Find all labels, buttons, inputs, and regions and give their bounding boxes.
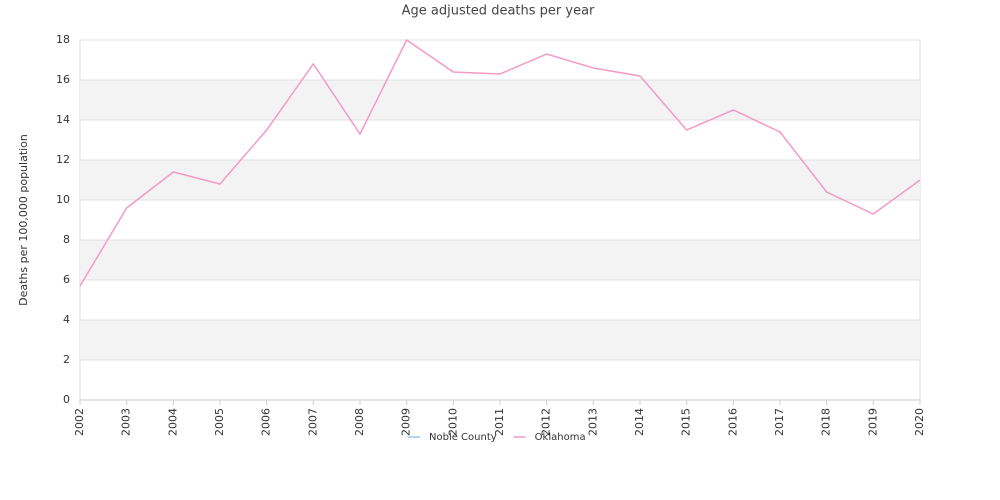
plot-band [80,240,920,280]
series-line [79,38,921,287]
x-tick-label: 2009 [400,408,413,436]
y-axis-label: Deaths per 100,000 population [17,134,30,306]
y-tick-label: 2 [63,353,70,366]
x-tick-label: 2018 [820,408,833,436]
x-tick-label: 2012 [540,408,553,436]
x-tick-label: 2008 [353,408,366,436]
x-tick-label: 2007 [306,408,319,436]
y-tick-label: 6 [63,273,70,286]
y-tick-label: 18 [56,33,70,46]
x-tick-label: 2011 [493,408,506,436]
legend-label: Noble County [429,432,497,443]
x-tick-label: 2015 [680,408,693,436]
x-tick-label: 2016 [726,408,739,436]
x-tick-label: 2019 [866,408,879,436]
chart-title: Age adjusted deaths per year [402,4,595,19]
x-tick-label: 2014 [633,408,646,436]
x-tick-label: 2010 [446,408,459,436]
y-tick-label: 10 [56,193,70,206]
x-tick-label: 2013 [586,408,599,436]
plot-band [80,320,920,360]
plot-band [80,160,920,200]
x-tick-label: 2020 [913,408,926,436]
x-tick-label: 2004 [166,408,179,436]
y-tick-label: 4 [63,313,70,326]
y-tick-label: 8 [63,233,70,246]
x-tick-label: 2017 [773,408,786,436]
x-tick-label: 2005 [213,408,226,436]
y-tick-label: 16 [56,73,70,86]
legend-label: Oklahoma [535,432,586,443]
plot-band [80,80,920,120]
y-tick-label: 14 [56,113,70,126]
plot-bands [79,39,921,401]
x-tick-label: 2006 [260,408,273,436]
y-tick-label: 0 [63,393,70,406]
x-tick-label: 2002 [73,408,86,436]
y-tick-label: 12 [56,153,70,166]
x-tick-label: 2003 [120,408,133,436]
